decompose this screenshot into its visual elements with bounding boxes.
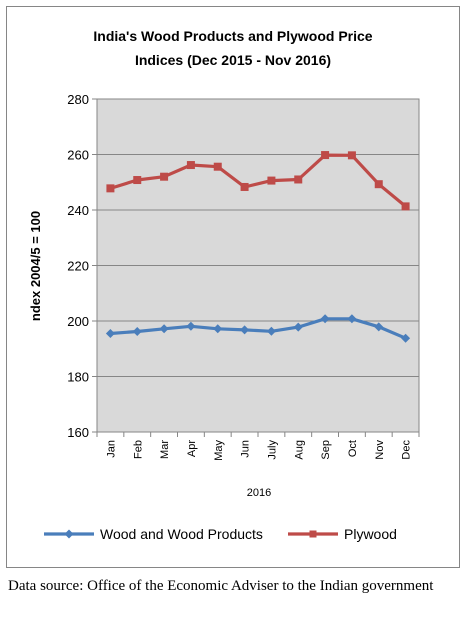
data-point (133, 176, 142, 185)
line-chart: India's Wood Products and Plywood Price … (28, 28, 420, 542)
series-layer (105, 151, 411, 343)
x-axis-label: 2016 (247, 487, 271, 499)
y-tick-label: 280 (67, 92, 89, 107)
data-point (374, 322, 384, 332)
data-source-note: Data source: Office of the Economic Advi… (8, 578, 434, 594)
data-point (213, 324, 223, 334)
data-point (266, 326, 276, 336)
data-point (374, 180, 383, 189)
data-point (401, 333, 411, 343)
legend-entry: Plywood (288, 526, 397, 542)
x-tick-label: Feb (132, 440, 144, 459)
x-tick-label: Oct (347, 440, 359, 457)
series-2 (106, 151, 410, 211)
chart-frame: India's Wood Products and Plywood Price … (6, 6, 460, 568)
data-point (240, 182, 249, 191)
data-point (320, 314, 330, 324)
x-tick-label: Mar (159, 440, 171, 459)
x-tick-label: Jun (240, 440, 252, 458)
x-tick-label: July (266, 440, 278, 460)
x-tick-label: Sep (320, 440, 332, 460)
data-point (267, 176, 276, 185)
data-point (321, 151, 330, 160)
series-line (108, 153, 408, 208)
x-axis-ticks: Jan Feb Mar Apr May Jun July Aug Sep Oct Nov Dec (96, 432, 420, 461)
x-tick-label: Dec (401, 440, 413, 460)
y-tick-label: 260 (67, 148, 89, 163)
y-tick-label: 220 (67, 259, 89, 274)
data-point (105, 328, 115, 338)
series-1 (105, 314, 411, 343)
data-point (293, 322, 303, 332)
x-tick-label: Nov (374, 440, 386, 460)
data-point (401, 202, 410, 211)
data-point (159, 324, 169, 334)
legend-marker (64, 529, 74, 539)
chart-title-line-1: India's Wood Products and Plywood Price (93, 28, 372, 44)
x-tick-label: Apr (186, 440, 198, 457)
legend: Wood and Wood Products Plywood (44, 526, 397, 542)
data-point (106, 184, 115, 193)
y-axis-ticks: 160 180 200 220 240 260 280 (67, 92, 97, 440)
y-tick-label: 180 (67, 370, 89, 385)
x-tick-label: Aug (293, 440, 305, 460)
data-point (240, 325, 250, 335)
legend-marker (309, 530, 317, 538)
y-axis-label: ndex 2004/5 = 100 (28, 211, 43, 321)
y-tick-label: 240 (67, 203, 89, 218)
y-tick-label: 160 (67, 425, 89, 440)
data-point (132, 327, 142, 337)
gridlines (97, 154, 419, 377)
data-point (294, 175, 303, 184)
legend-entry: Wood and Wood Products (44, 526, 263, 542)
legend-label: Plywood (344, 526, 397, 542)
y-tick-label: 200 (67, 314, 89, 329)
x-tick-label: May (213, 440, 225, 461)
chart-title-line-2: Indices (Dec 2015 - Nov 2016) (135, 52, 331, 68)
data-point (347, 151, 356, 160)
series-line (108, 317, 408, 340)
x-tick-label: Jan (105, 440, 117, 458)
data-point (347, 314, 357, 324)
data-point (186, 161, 195, 170)
data-point (213, 162, 222, 171)
data-point (160, 172, 169, 181)
legend-label: Wood and Wood Products (100, 526, 263, 542)
data-point (186, 321, 196, 331)
